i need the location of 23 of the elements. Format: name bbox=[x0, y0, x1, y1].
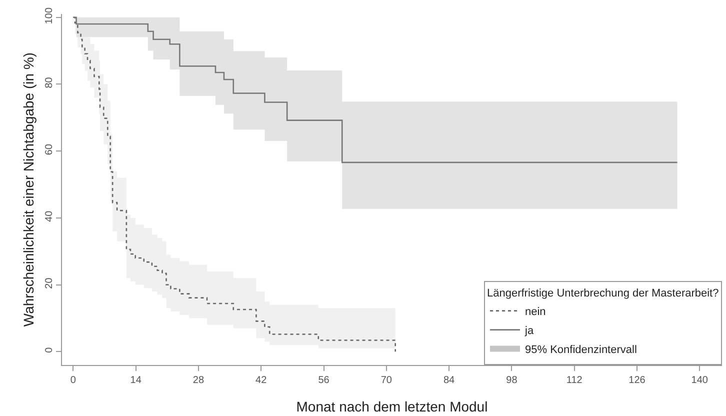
legend-label: ja bbox=[524, 325, 534, 338]
x-tick-label: 84 bbox=[443, 375, 456, 386]
y-tick-label: 100 bbox=[44, 7, 55, 24]
legend-label: nein bbox=[525, 306, 546, 318]
legend-title: Längerfristige Unterbrechung der Masterarbeit? bbox=[487, 287, 719, 300]
x-tick-label: 0 bbox=[70, 375, 76, 386]
x-tick-label: 56 bbox=[318, 375, 330, 386]
y-tick-label: 80 bbox=[44, 76, 55, 88]
x-axis-title: Monat nach dem letzten Modul bbox=[296, 398, 488, 414]
x-tick-label: 98 bbox=[506, 375, 518, 386]
x-tick-label: 14 bbox=[130, 375, 142, 386]
annotation: 95% Konfidenzintervall bbox=[525, 344, 637, 356]
y-axis-title: Wahrscheinlichkeit einer Nichtabgabe (in %) bbox=[20, 52, 37, 327]
x-tick-label: 112 bbox=[566, 375, 583, 386]
x-tick-label: 126 bbox=[628, 375, 646, 386]
y-tick-label: 20 bbox=[44, 277, 55, 289]
x-tick-label: 70 bbox=[380, 375, 392, 386]
y-tick-label: 40 bbox=[44, 210, 55, 222]
x-tick-label: 28 bbox=[192, 375, 204, 386]
y-tick-label: 0 bbox=[44, 346, 55, 353]
x-tick-label: 140 bbox=[691, 375, 708, 386]
y-tick-label: 60 bbox=[44, 144, 55, 156]
x-tick-label: 42 bbox=[256, 375, 268, 386]
